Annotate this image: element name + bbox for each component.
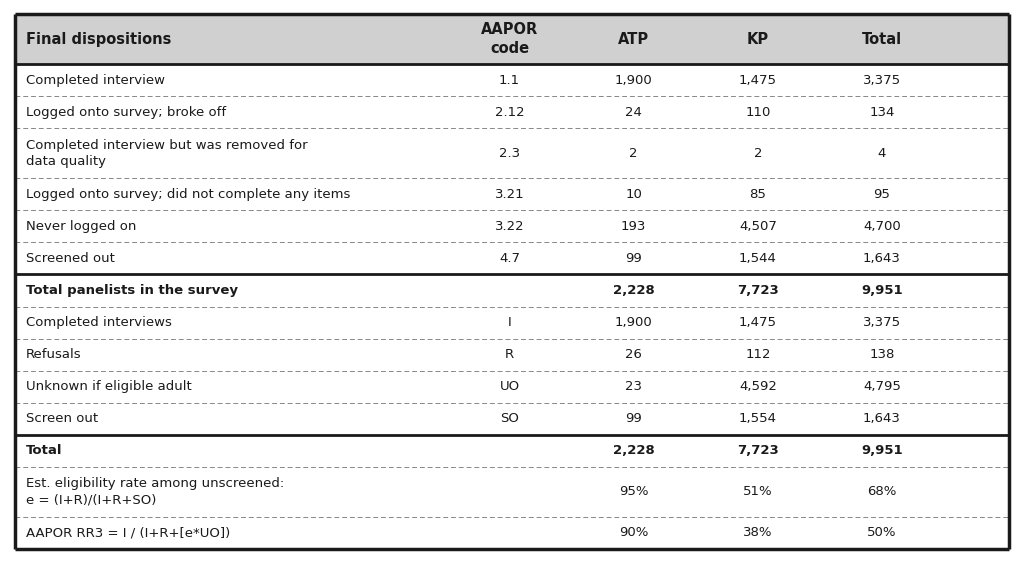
Text: 99: 99 [626,252,642,265]
Text: Refusals: Refusals [26,348,81,361]
Text: 4,507: 4,507 [739,220,777,233]
Bar [15,14,1009,64]
Text: 7,723: 7,723 [737,444,778,457]
Text: 1,643: 1,643 [863,412,901,425]
Text: 2.12: 2.12 [495,106,524,119]
Text: 90%: 90% [618,526,648,539]
Text: Total: Total [26,444,62,457]
Text: 2.3: 2.3 [499,147,520,160]
Text: Logged onto survey; did not complete any items: Logged onto survey; did not complete any… [26,188,350,201]
Text: 1.1: 1.1 [499,74,520,87]
Text: SO: SO [500,412,519,425]
Text: Completed interview but was removed for
data quality: Completed interview but was removed for … [26,138,307,168]
Text: 1,643: 1,643 [863,252,901,265]
Text: 134: 134 [869,106,895,119]
Text: 193: 193 [621,220,646,233]
Text: 38%: 38% [743,526,772,539]
Text: AAPOR
code: AAPOR code [481,23,539,56]
Text: R: R [505,348,514,361]
Text: Completed interviews: Completed interviews [26,316,171,329]
Text: 4,795: 4,795 [863,380,901,393]
Text: 1,475: 1,475 [739,316,777,329]
Text: Completed interview: Completed interview [26,74,165,87]
Text: 4: 4 [878,147,886,160]
Text: Screen out: Screen out [26,412,97,425]
Text: 1,544: 1,544 [739,252,777,265]
Text: 95: 95 [873,188,891,201]
Text: 1,900: 1,900 [614,74,652,87]
Text: 3.22: 3.22 [495,220,524,233]
Text: 1,900: 1,900 [614,316,652,329]
Text: 3.21: 3.21 [495,188,524,201]
Text: I: I [508,316,511,329]
Text: Screened out: Screened out [26,252,115,265]
Text: KP: KP [746,32,769,47]
Text: Est. eligibility rate among unscreened:
e = (I+R)/(I+R+SO): Est. eligibility rate among unscreened: … [26,477,284,506]
Text: 1,554: 1,554 [739,412,777,425]
Text: Logged onto survey; broke off: Logged onto survey; broke off [26,106,225,119]
Text: 85: 85 [750,188,766,201]
Text: 4,592: 4,592 [739,380,777,393]
Text: 99: 99 [626,412,642,425]
Text: 2,228: 2,228 [612,284,654,297]
Text: 51%: 51% [743,485,773,498]
Text: 112: 112 [745,348,771,361]
Text: 23: 23 [626,380,642,393]
Text: 4,700: 4,700 [863,220,901,233]
Text: 50%: 50% [867,526,897,539]
Text: 10: 10 [626,188,642,201]
Text: 9,951: 9,951 [861,444,903,457]
Text: Total panelists in the survey: Total panelists in the survey [26,284,238,297]
Text: 95%: 95% [618,485,648,498]
Text: UO: UO [500,380,519,393]
Text: AAPOR RR3 = I / (I+R+[e*UO]): AAPOR RR3 = I / (I+R+[e*UO]) [26,526,229,539]
Text: Final dispositions: Final dispositions [26,32,171,47]
Text: 7,723: 7,723 [737,284,778,297]
Text: 68%: 68% [867,485,897,498]
Text: 3,375: 3,375 [863,316,901,329]
Text: 110: 110 [745,106,770,119]
Text: 9,951: 9,951 [861,284,903,297]
Text: 2: 2 [754,147,762,160]
Text: ATP: ATP [618,32,649,47]
Text: Total: Total [862,32,902,47]
Text: 4.7: 4.7 [499,252,520,265]
Text: 1,475: 1,475 [739,74,777,87]
Text: 138: 138 [869,348,895,361]
Text: 2: 2 [630,147,638,160]
Text: 24: 24 [626,106,642,119]
Text: 26: 26 [626,348,642,361]
Text: Never logged on: Never logged on [26,220,136,233]
Text: Unknown if eligible adult: Unknown if eligible adult [26,380,191,393]
Text: 2,228: 2,228 [612,444,654,457]
Text: 3,375: 3,375 [863,74,901,87]
